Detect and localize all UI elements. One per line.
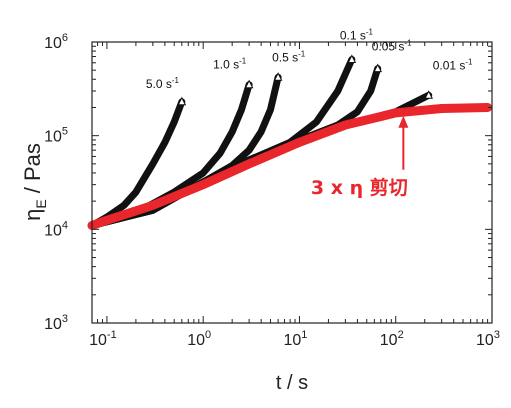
x-tick-label: 101 [283, 329, 307, 349]
x-tick-exp: 3 [494, 329, 500, 341]
x-tick-exp: 1 [301, 329, 307, 341]
series-end-marker [424, 90, 434, 99]
y-axis-title-rest: / Pas [20, 143, 45, 199]
y-axis-title: ηE / Pas [20, 143, 49, 221]
series-end-marker [373, 63, 383, 73]
y-tick-exp: 3 [62, 313, 68, 325]
series-label-base: 0.01 s [433, 58, 466, 72]
y-axis-title-main: η [20, 209, 45, 221]
plot-frame [91, 41, 493, 324]
annotation-layer: 3 x η 剪切 [311, 115, 409, 199]
series-label: 0.05 s-1 [372, 39, 412, 54]
y-tick-exp: 5 [62, 126, 68, 138]
x-axis-title: t / s [276, 372, 308, 394]
x-tick-label: 102 [380, 329, 404, 349]
series-label: 1.0 s-1 [213, 57, 247, 72]
series-label-layer: 5.0 s-11.0 s-1 0.5 s-10.1 s-10.05 s-10.01… [146, 28, 473, 91]
series-end-marker [177, 96, 187, 106]
x-tick-exp: 2 [398, 329, 404, 341]
series-end-marker [273, 72, 283, 81]
y-tick-label: 103 [44, 313, 68, 333]
series-label-base: 0.1 s [340, 29, 366, 43]
x-tick-label: 100 [187, 329, 211, 349]
annotation-arrowhead [398, 115, 409, 128]
x-tick-base: 10 [187, 332, 205, 349]
x-tick-base: 10 [89, 332, 107, 349]
y-tick-exp: 6 [62, 32, 68, 44]
x-tick-base: 10 [476, 332, 494, 349]
x-tick-exp: -1 [107, 329, 117, 341]
series-label: 5.0 s-1 [146, 76, 180, 91]
series-end-marker [347, 54, 357, 64]
y-tick-label: 106 [44, 32, 68, 52]
y-tick-exp: 4 [62, 219, 68, 231]
tick-layer [91, 41, 493, 324]
series-label: 0.01 s-1 [433, 57, 473, 72]
series-label: 0.5 s-1 [272, 49, 306, 64]
series-label-exp: -1 [366, 28, 374, 37]
x-tick-base: 10 [380, 332, 398, 349]
series-label-exp: -1 [298, 49, 306, 58]
series-label-base: 0.05 s [372, 40, 405, 54]
series-shear-line [87, 103, 493, 230]
series-label-base: 1.0 s [213, 58, 239, 72]
x-tick-base: 10 [283, 332, 301, 349]
x-tick-exp: 0 [205, 329, 211, 341]
series-label-base: 5.0 s [146, 77, 172, 91]
y-tick-base: 10 [44, 222, 62, 239]
x-tick-label: 10-1 [89, 329, 117, 349]
series-label-exp: -1 [172, 76, 180, 85]
series-label-exp: -1 [404, 39, 412, 48]
y-tick-base: 10 [44, 129, 62, 146]
series-label: 0.1 s-1 [340, 28, 374, 43]
series-label-base: 0.5 s [272, 50, 298, 64]
series-label-exp: -1 [465, 57, 473, 66]
y-tick-base: 10 [44, 316, 62, 333]
series-label-exp: -1 [239, 57, 247, 66]
series-end-marker [244, 79, 254, 89]
x-tick-label: 103 [476, 329, 500, 349]
data-layer [87, 54, 493, 230]
y-axis-title-sub: E [33, 199, 49, 208]
annotation-shear-label: 3 x η 剪切 [311, 176, 408, 199]
y-tick-base: 10 [44, 35, 62, 52]
y-tick-label: 104 [44, 219, 68, 239]
y-tick-label: 105 [44, 126, 68, 146]
